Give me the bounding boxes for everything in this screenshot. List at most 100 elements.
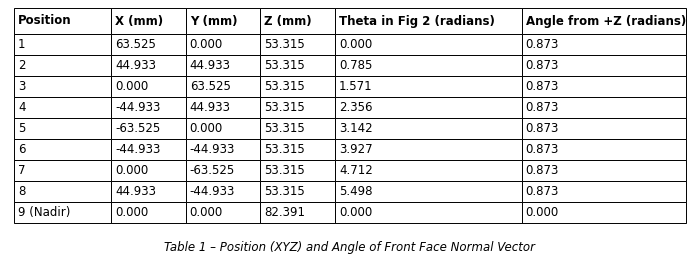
Bar (260, 181, 335, 202)
Text: 0.000: 0.000 (339, 206, 372, 219)
Bar (186, 34, 260, 55)
Text: -44.933: -44.933 (190, 185, 235, 198)
Text: 4: 4 (18, 101, 25, 114)
Bar (260, 202, 335, 223)
Text: 0.873: 0.873 (526, 143, 559, 156)
Bar (522, 8, 686, 34)
Text: 0.873: 0.873 (526, 164, 559, 177)
Text: 1.571: 1.571 (339, 80, 372, 93)
Bar (14, 97, 111, 118)
Text: -44.933: -44.933 (190, 143, 235, 156)
Text: 2.356: 2.356 (339, 101, 372, 114)
Text: 0.000: 0.000 (115, 80, 148, 93)
Text: Y (mm): Y (mm) (190, 14, 237, 27)
Bar (335, 76, 522, 97)
Bar (111, 181, 186, 202)
Text: 5: 5 (18, 122, 25, 135)
Bar (111, 118, 186, 139)
Bar (14, 139, 111, 160)
Bar (260, 55, 335, 76)
Text: 0.873: 0.873 (526, 101, 559, 114)
Bar (111, 76, 186, 97)
Text: 0.785: 0.785 (339, 59, 372, 72)
Bar (335, 97, 522, 118)
Bar (111, 55, 186, 76)
Bar (260, 160, 335, 181)
Text: 53.315: 53.315 (265, 38, 305, 51)
Bar (522, 76, 686, 97)
Bar (111, 139, 186, 160)
Text: 9 (Nadir): 9 (Nadir) (18, 206, 71, 219)
Text: 63.525: 63.525 (115, 38, 156, 51)
Text: 0.000: 0.000 (115, 164, 148, 177)
Text: 0.873: 0.873 (526, 59, 559, 72)
Bar (335, 55, 522, 76)
Text: 4.712: 4.712 (339, 164, 373, 177)
Bar (522, 34, 686, 55)
Text: -63.525: -63.525 (190, 164, 235, 177)
Bar (111, 8, 186, 34)
Bar (186, 55, 260, 76)
Text: -63.525: -63.525 (115, 122, 160, 135)
Text: 44.933: 44.933 (115, 59, 156, 72)
Bar (14, 76, 111, 97)
Text: 3: 3 (18, 80, 25, 93)
Text: 44.933: 44.933 (190, 59, 231, 72)
Text: X (mm): X (mm) (115, 14, 163, 27)
Bar (111, 160, 186, 181)
Bar (260, 8, 335, 34)
Text: 53.315: 53.315 (265, 185, 305, 198)
Bar (335, 139, 522, 160)
Bar (111, 97, 186, 118)
Text: 3.142: 3.142 (339, 122, 372, 135)
Bar (260, 76, 335, 97)
Bar (186, 8, 260, 34)
Text: -44.933: -44.933 (115, 101, 160, 114)
Text: 53.315: 53.315 (265, 164, 305, 177)
Bar (111, 34, 186, 55)
Bar (14, 8, 111, 34)
Bar (522, 160, 686, 181)
Text: 0.873: 0.873 (526, 185, 559, 198)
Bar (522, 181, 686, 202)
Text: 0.873: 0.873 (526, 122, 559, 135)
Bar (522, 55, 686, 76)
Text: 53.315: 53.315 (265, 101, 305, 114)
Bar (186, 76, 260, 97)
Bar (186, 118, 260, 139)
Bar (14, 118, 111, 139)
Bar (260, 118, 335, 139)
Text: 53.315: 53.315 (265, 122, 305, 135)
Bar (14, 34, 111, 55)
Bar (186, 160, 260, 181)
Text: 0.873: 0.873 (526, 38, 559, 51)
Bar (186, 202, 260, 223)
Bar (335, 8, 522, 34)
Text: 1: 1 (18, 38, 25, 51)
Text: 44.933: 44.933 (115, 185, 156, 198)
Text: 0.000: 0.000 (190, 206, 223, 219)
Text: 7: 7 (18, 164, 25, 177)
Text: 44.933: 44.933 (190, 101, 231, 114)
Bar (335, 118, 522, 139)
Bar (14, 55, 111, 76)
Text: 0.000: 0.000 (190, 122, 223, 135)
Bar (522, 139, 686, 160)
Text: Table 1 – Position (XYZ) and Angle of Front Face Normal Vector: Table 1 – Position (XYZ) and Angle of Fr… (164, 241, 536, 254)
Text: 0.000: 0.000 (526, 206, 559, 219)
Bar (335, 181, 522, 202)
Bar (522, 97, 686, 118)
Text: 53.315: 53.315 (265, 80, 305, 93)
Bar (186, 181, 260, 202)
Text: Theta in Fig 2 (radians): Theta in Fig 2 (radians) (339, 14, 495, 27)
Bar (14, 181, 111, 202)
Bar (335, 202, 522, 223)
Bar (260, 97, 335, 118)
Text: 0.000: 0.000 (115, 206, 148, 219)
Text: 53.315: 53.315 (265, 59, 305, 72)
Text: 2: 2 (18, 59, 25, 72)
Bar (111, 202, 186, 223)
Text: 5.498: 5.498 (339, 185, 372, 198)
Bar (335, 34, 522, 55)
Bar (522, 118, 686, 139)
